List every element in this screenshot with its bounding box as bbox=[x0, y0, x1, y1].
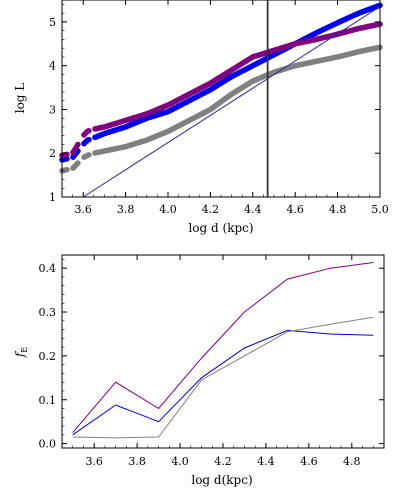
x-tick-label: 3.8 bbox=[128, 455, 146, 468]
y-tick-label: 0.1 bbox=[39, 394, 57, 407]
x-tick-label: 4.0 bbox=[159, 203, 177, 216]
chart2-ylabel: fE bbox=[13, 347, 29, 358]
point-purple bbox=[75, 141, 81, 148]
x-tick-label: 3.6 bbox=[74, 203, 92, 216]
series-line-0 bbox=[72, 262, 374, 433]
x-tick-label: 3.6 bbox=[85, 455, 103, 468]
x-tick-label: 4.6 bbox=[286, 203, 304, 216]
x-tick-label: 4.6 bbox=[300, 455, 318, 468]
y-tick-label: 3 bbox=[49, 103, 56, 116]
x-tick-label: 5.0 bbox=[371, 203, 389, 216]
series-purple bbox=[59, 21, 383, 159]
chart2-xlabel: log d(kpc) bbox=[191, 473, 252, 487]
series-gray bbox=[59, 44, 383, 174]
point-gray bbox=[86, 152, 92, 158]
y-tick-label: 0.2 bbox=[39, 350, 57, 363]
y-tick-label: 0.3 bbox=[39, 306, 57, 319]
chart1-ylabel: log L bbox=[13, 83, 27, 114]
point-purple bbox=[86, 128, 92, 134]
y-tick-label: 4 bbox=[49, 60, 56, 73]
y-tick-label: 0.0 bbox=[39, 438, 57, 451]
reference-line bbox=[82, 6, 381, 198]
x-tick-label: 4.8 bbox=[343, 455, 361, 468]
x-tick-label: 4.0 bbox=[171, 455, 189, 468]
x-tick-label: 4.2 bbox=[202, 203, 220, 216]
point-purple bbox=[64, 151, 70, 158]
x-tick-label: 4.4 bbox=[244, 203, 262, 216]
y-tick-label: 0.4 bbox=[39, 262, 57, 275]
series-blue bbox=[59, 2, 383, 163]
series-line-1 bbox=[72, 329, 374, 436]
y-tick-label: 5 bbox=[49, 16, 56, 29]
y-tick-label: 2 bbox=[49, 147, 56, 160]
chart1-xlabel: log d (kpc) bbox=[188, 221, 253, 235]
x-tick-label: 3.8 bbox=[117, 203, 135, 216]
point-gray bbox=[75, 160, 81, 166]
chart2-ylabel-subscript: E bbox=[20, 347, 29, 353]
x-tick-label: 4.4 bbox=[257, 455, 275, 468]
x-tick-label: 4.2 bbox=[214, 455, 232, 468]
fraction-chart: 3.6 3.8 4.0 4.2 4.4 4.6 4.8 0.0 0.1 0.2 0.3 0.4 log… bbox=[13, 254, 385, 487]
chart2-frame bbox=[61, 254, 385, 449]
x-tick-label: 4.8 bbox=[329, 203, 347, 216]
series-line-2 bbox=[72, 316, 374, 439]
point-gray bbox=[64, 166, 70, 173]
point-blue bbox=[86, 136, 92, 143]
y-tick-label: 1 bbox=[49, 191, 56, 204]
luminosity-distance-chart: 3.6 3.8 4.0 4.2 4.4 4.6 4.8 5.0 1 2 3 4 5 log d (kpc… bbox=[13, 0, 389, 235]
